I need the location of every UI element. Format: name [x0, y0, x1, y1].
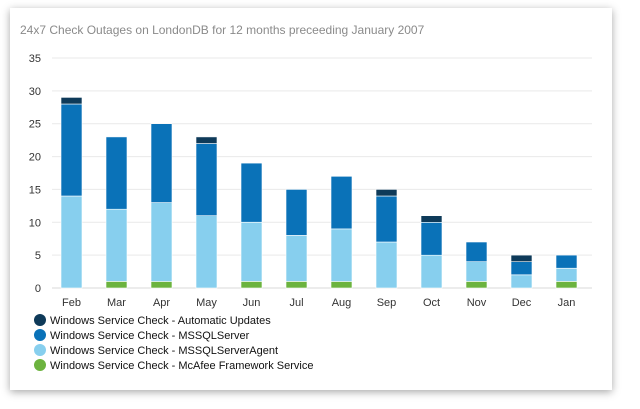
bar-segment: [195, 136, 218, 144]
legend-swatch: [34, 329, 46, 341]
bar-segment: [375, 195, 398, 243]
x-tick-label: Feb: [62, 297, 81, 309]
y-tick-label: 0: [35, 283, 41, 295]
legend-swatch: [34, 359, 46, 371]
y-tick-label: 35: [29, 53, 41, 65]
bar-segment: [240, 222, 263, 282]
bar-segment: [285, 235, 308, 282]
legend: Windows Service Check - Automatic Update…: [34, 314, 313, 372]
bar-segment: [60, 103, 83, 197]
x-tick-label: Jun: [243, 297, 261, 309]
y-tick-label: 5: [35, 250, 41, 262]
y-tick-label: 30: [29, 86, 41, 98]
bar-segment: [555, 281, 578, 289]
bar-segment: [330, 176, 353, 230]
y-tick-label: 10: [29, 217, 41, 229]
bar-segment: [285, 281, 308, 289]
bar-segment: [150, 123, 173, 203]
bar-segment: [195, 143, 218, 216]
bar-segment: [465, 281, 488, 289]
x-tick-label: Aug: [332, 297, 352, 309]
bar-segment: [150, 281, 173, 289]
bar-segment: [555, 267, 578, 282]
bar-segment: [105, 136, 128, 210]
x-tick-label: Oct: [423, 297, 440, 309]
x-tick-label: May: [196, 297, 217, 309]
bar-segment: [285, 189, 308, 236]
bar-segment: [510, 274, 533, 289]
bar-segment: [240, 281, 263, 289]
x-tick-label: Jul: [289, 297, 303, 309]
bar-segment: [330, 281, 353, 289]
legend-swatch: [34, 314, 46, 326]
legend-entry: Windows Service Check - MSSQLServer: [50, 330, 250, 342]
bars: [60, 97, 578, 289]
x-tick-label: Nov: [467, 297, 487, 309]
x-tick-label: Apr: [153, 297, 170, 309]
bar-segment: [375, 241, 398, 289]
grid: [52, 57, 592, 289]
y-tick-label: 20: [29, 152, 41, 164]
bar-segment: [465, 241, 488, 263]
bar-segment: [240, 162, 263, 223]
x-tick-label: Mar: [107, 297, 126, 309]
bar-segment: [510, 261, 533, 276]
bar-segment: [510, 254, 533, 263]
bar-segment: [555, 254, 578, 269]
bar-segment: [420, 215, 443, 223]
y-tick-label: 15: [29, 184, 41, 196]
bar-segment: [105, 281, 128, 289]
bar-segment: [60, 195, 83, 289]
bar-segment: [195, 215, 218, 289]
legend-entry: Windows Service Check - McAfee Framework…: [50, 360, 313, 372]
x-tick-labels: Feb Mar Apr May Jun Jul Aug Sep Oct Nov Dec Jan: [62, 297, 575, 309]
x-tick-label: Jan: [558, 297, 576, 309]
legend-entry: Windows Service Check - MSSQLServerAgent: [50, 345, 278, 357]
y-tick-label: 25: [29, 119, 41, 131]
bar-segment: [375, 189, 398, 197]
legend-entry: Windows Service Check - Automatic Update…: [50, 315, 271, 327]
y-tick-labels: 0 5 10 15 20 25 30 35: [29, 53, 41, 295]
bar-segment: [330, 228, 353, 282]
bar-segment: [420, 222, 443, 256]
bar-segment: [150, 202, 173, 282]
x-tick-label: Dec: [512, 297, 532, 309]
bar-segment: [465, 261, 488, 282]
legend-swatch: [34, 344, 46, 356]
chart-title: 24x7 Check Outages on LondonDB for 12 mo…: [20, 23, 425, 37]
bar-segment: [105, 208, 128, 282]
bar-segment: [420, 254, 443, 289]
bar-segment: [60, 97, 83, 105]
x-tick-label: Sep: [377, 297, 397, 309]
